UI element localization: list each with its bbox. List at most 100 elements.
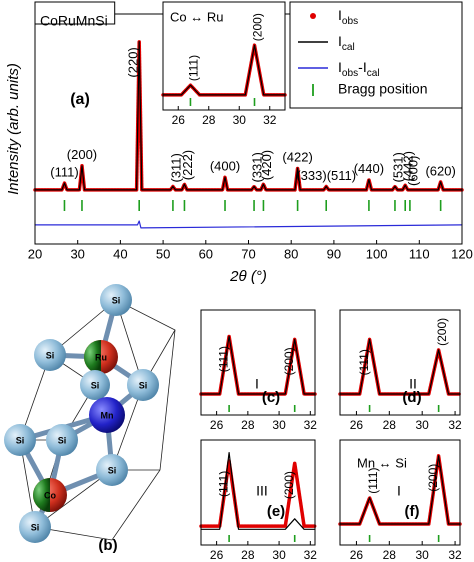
x-axis-label: 2θ (°) (229, 268, 267, 285)
x-tick-label: 30 (272, 418, 286, 432)
atom-label: Si (139, 380, 148, 390)
peak-label: (200) (282, 347, 296, 375)
axes-frame (200, 309, 316, 416)
panel-label: (c) (262, 389, 280, 406)
x-tick-label: 70 (241, 246, 255, 261)
atom-label: Mn (101, 410, 114, 420)
x-tick-label: 26 (210, 418, 224, 432)
series-line (339, 338, 461, 395)
x-tick-label: 80 (284, 246, 298, 261)
atom (34, 339, 66, 371)
atom-label: Si (91, 380, 100, 390)
x-tick-label: 28 (383, 548, 397, 562)
x-tick-label: 30 (416, 418, 430, 432)
atom-label: Co (44, 490, 56, 500)
x-tick-label: 120 (451, 246, 473, 261)
x-tick-label: 26 (350, 418, 364, 432)
panel-note: I (255, 376, 259, 392)
peak-label: (200) (426, 464, 440, 492)
chart-panel: 26 28 30 32 (111) (200) Co ↔ Ru (161, 1, 287, 127)
series-line (34, 220, 463, 229)
atom-label: Si (112, 295, 121, 305)
atom-half (84, 340, 101, 374)
x-tick-label: 60 (199, 246, 213, 261)
x-tick-label: 28 (202, 113, 216, 127)
x-tick-label: 28 (241, 418, 255, 432)
chart-panel: 26 28 30 32 (111) (200) (d)II (338, 309, 462, 432)
legend-symbol (310, 13, 316, 19)
legend-label: Bragg position (338, 81, 428, 97)
x-tick-label: 28 (241, 548, 255, 562)
x-tick-label: 32 (263, 113, 277, 127)
x-tick-label: 50 (156, 246, 170, 261)
chart-title: CoRuMnSi (40, 13, 108, 29)
atom (19, 511, 51, 543)
peak-label: (442) (401, 151, 416, 181)
x-tick-label: 90 (327, 246, 341, 261)
atom (96, 454, 128, 486)
legend-label: Ical (338, 33, 355, 53)
peak-label: (420) (259, 150, 274, 180)
plot-area (201, 310, 315, 415)
x-tick-label: 110 (409, 246, 430, 261)
peak-label: (220) (126, 47, 141, 77)
x-tick-label: 26 (210, 548, 224, 562)
chart-panel: 26 28 30 32 (111) (200) (e) III (199, 439, 317, 562)
panel-label: (b) (98, 537, 117, 554)
peak-label: (422) (282, 150, 312, 165)
panel-label: (a) (70, 91, 90, 108)
x-tick-label: 26 (350, 548, 364, 562)
atom (46, 424, 78, 456)
axes-frame (339, 309, 461, 416)
x-tick-label: 20 (28, 246, 42, 261)
panel-note: I (397, 483, 401, 499)
peak-label: (200) (251, 13, 265, 41)
peak-label: (440) (354, 161, 384, 176)
atom-half (33, 478, 50, 512)
chart-title: Mn ↔ Si (357, 455, 407, 470)
atom (100, 284, 132, 316)
x-tick-label: 26 (172, 113, 186, 127)
panel-label: (d) (402, 389, 421, 406)
panel-label: (e) (267, 503, 285, 520)
x-tick-label: 32 (304, 418, 318, 432)
peak-label: (331) (249, 152, 264, 182)
x-tick-label: 28 (383, 418, 397, 432)
panel-note: III (256, 483, 268, 499)
atom-label: Si (108, 465, 117, 475)
peak-label: (620) (425, 163, 455, 178)
chart-title: Co ↔ Ru (170, 9, 223, 24)
peak-label: (111) (216, 346, 230, 372)
x-tick-label: 30 (233, 113, 247, 127)
chart-panel: 26 28 30 32 (111) (200) Mn ↔ Si (f) I (338, 439, 462, 562)
crystal-structure: Si Si Ru Si Si Mn Si Si Si Co Si (4, 284, 176, 543)
x-tick-label: 32 (448, 548, 462, 562)
peak-label: (531) (390, 152, 405, 182)
peak-label: (200) (435, 318, 449, 346)
peak-label: (311) (168, 153, 183, 182)
x-tick-label: 30 (416, 548, 430, 562)
peak-label: (333)(511) (296, 168, 356, 183)
atom-label: Si (31, 522, 40, 532)
series-line (339, 455, 461, 525)
peak-label: (111) (50, 164, 78, 179)
atom (4, 424, 36, 456)
peak-label: (600) (405, 156, 420, 186)
panel-note: II (409, 376, 417, 392)
series-line (162, 44, 286, 96)
series-line (200, 335, 316, 395)
x-tick-label: 100 (366, 246, 388, 261)
x-tick-label: 32 (448, 418, 462, 432)
peak-label: (111) (216, 471, 230, 497)
atom (89, 397, 125, 433)
peak-label: (200) (67, 147, 97, 162)
atom-label: Si (16, 435, 25, 445)
peak-label: (222) (180, 150, 195, 180)
peak-label: (111) (357, 349, 371, 375)
y-axis-label: Intensity (arb. units) (5, 63, 22, 195)
panel-label: (f) (405, 503, 420, 520)
atom-label: Ru (95, 352, 107, 362)
chart-panel: 26 28 30 32 (111) (200)(c)I (199, 309, 318, 432)
x-tick-label: 30 (272, 548, 286, 562)
